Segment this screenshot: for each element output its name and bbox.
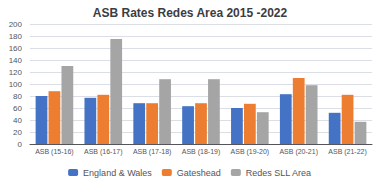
svg-text:ASB (20-21): ASB (20-21) bbox=[279, 148, 318, 156]
svg-text:100: 100 bbox=[9, 80, 23, 89]
svg-text:ASB (16-17): ASB (16-17) bbox=[84, 148, 123, 156]
svg-text:ASB (18-19): ASB (18-19) bbox=[182, 148, 221, 156]
svg-text:160: 160 bbox=[9, 44, 23, 53]
svg-text:20: 20 bbox=[13, 128, 22, 137]
svg-text:ASB (19-20): ASB (19-20) bbox=[231, 148, 270, 156]
svg-text:60: 60 bbox=[13, 104, 22, 113]
svg-text:80: 80 bbox=[13, 92, 22, 101]
svg-text:0: 0 bbox=[18, 140, 23, 149]
svg-text:Redes SLL Area: Redes SLL Area bbox=[246, 168, 311, 178]
svg-text:ASB Rates Redes Area 2015 -202: ASB Rates Redes Area 2015 -2022 bbox=[93, 6, 288, 20]
svg-text:40: 40 bbox=[13, 116, 22, 125]
svg-text:England & Wales: England & Wales bbox=[83, 168, 152, 178]
svg-text:120: 120 bbox=[9, 68, 23, 77]
svg-text:Gateshead: Gateshead bbox=[177, 168, 221, 178]
svg-text:180: 180 bbox=[9, 32, 23, 41]
svg-text:ASB (21-22): ASB (21-22) bbox=[328, 148, 367, 156]
svg-text:140: 140 bbox=[9, 56, 23, 65]
svg-text:ASB (17-18): ASB (17-18) bbox=[133, 148, 172, 156]
svg-text:ASB (15-16): ASB (15-16) bbox=[35, 148, 74, 156]
svg-text:200: 200 bbox=[9, 20, 23, 29]
